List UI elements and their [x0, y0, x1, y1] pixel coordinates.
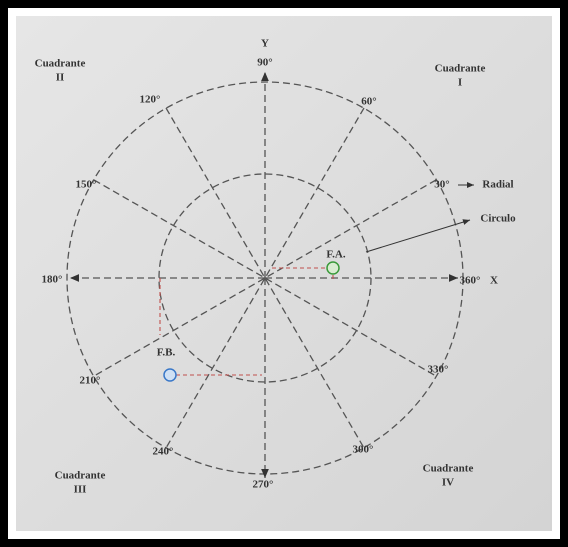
angle-label: 300° [353, 444, 374, 456]
axis-label: Y [261, 38, 269, 50]
angle-label: 240° [153, 446, 174, 458]
point-label: F.A. [326, 249, 345, 261]
point-fb [163, 368, 177, 382]
point-fa [326, 261, 340, 275]
point-label: F.B. [157, 347, 176, 359]
quadrant-name: Cuadrante [423, 463, 474, 475]
quadrant-name: Cuadrante [55, 470, 106, 482]
angle-label: 180° [42, 274, 63, 286]
circle-label: Circulo [480, 213, 516, 225]
quadrant-name: Cuadrante [35, 58, 86, 70]
angle-label: 270° [253, 479, 274, 491]
angle-label: 360° [460, 275, 481, 287]
quadrant-number: II [56, 72, 65, 84]
quadrant-number: III [74, 484, 87, 496]
angle-label: 30° [434, 179, 449, 191]
angle-label: 90° [257, 57, 272, 69]
angle-label: 210° [80, 375, 101, 387]
arrow [365, 219, 471, 253]
radial-label: Radial [482, 179, 513, 191]
angle-label: 150° [76, 179, 97, 191]
photo-area [16, 16, 552, 531]
quadrant-name: Cuadrante [435, 63, 486, 75]
axis-label: X [490, 275, 498, 287]
quadrant-number: IV [442, 477, 454, 489]
angle-label: 330° [428, 364, 449, 376]
quadrant-number: I [458, 77, 462, 89]
angle-label: 60° [361, 96, 376, 108]
angle-label: 120° [140, 94, 161, 106]
